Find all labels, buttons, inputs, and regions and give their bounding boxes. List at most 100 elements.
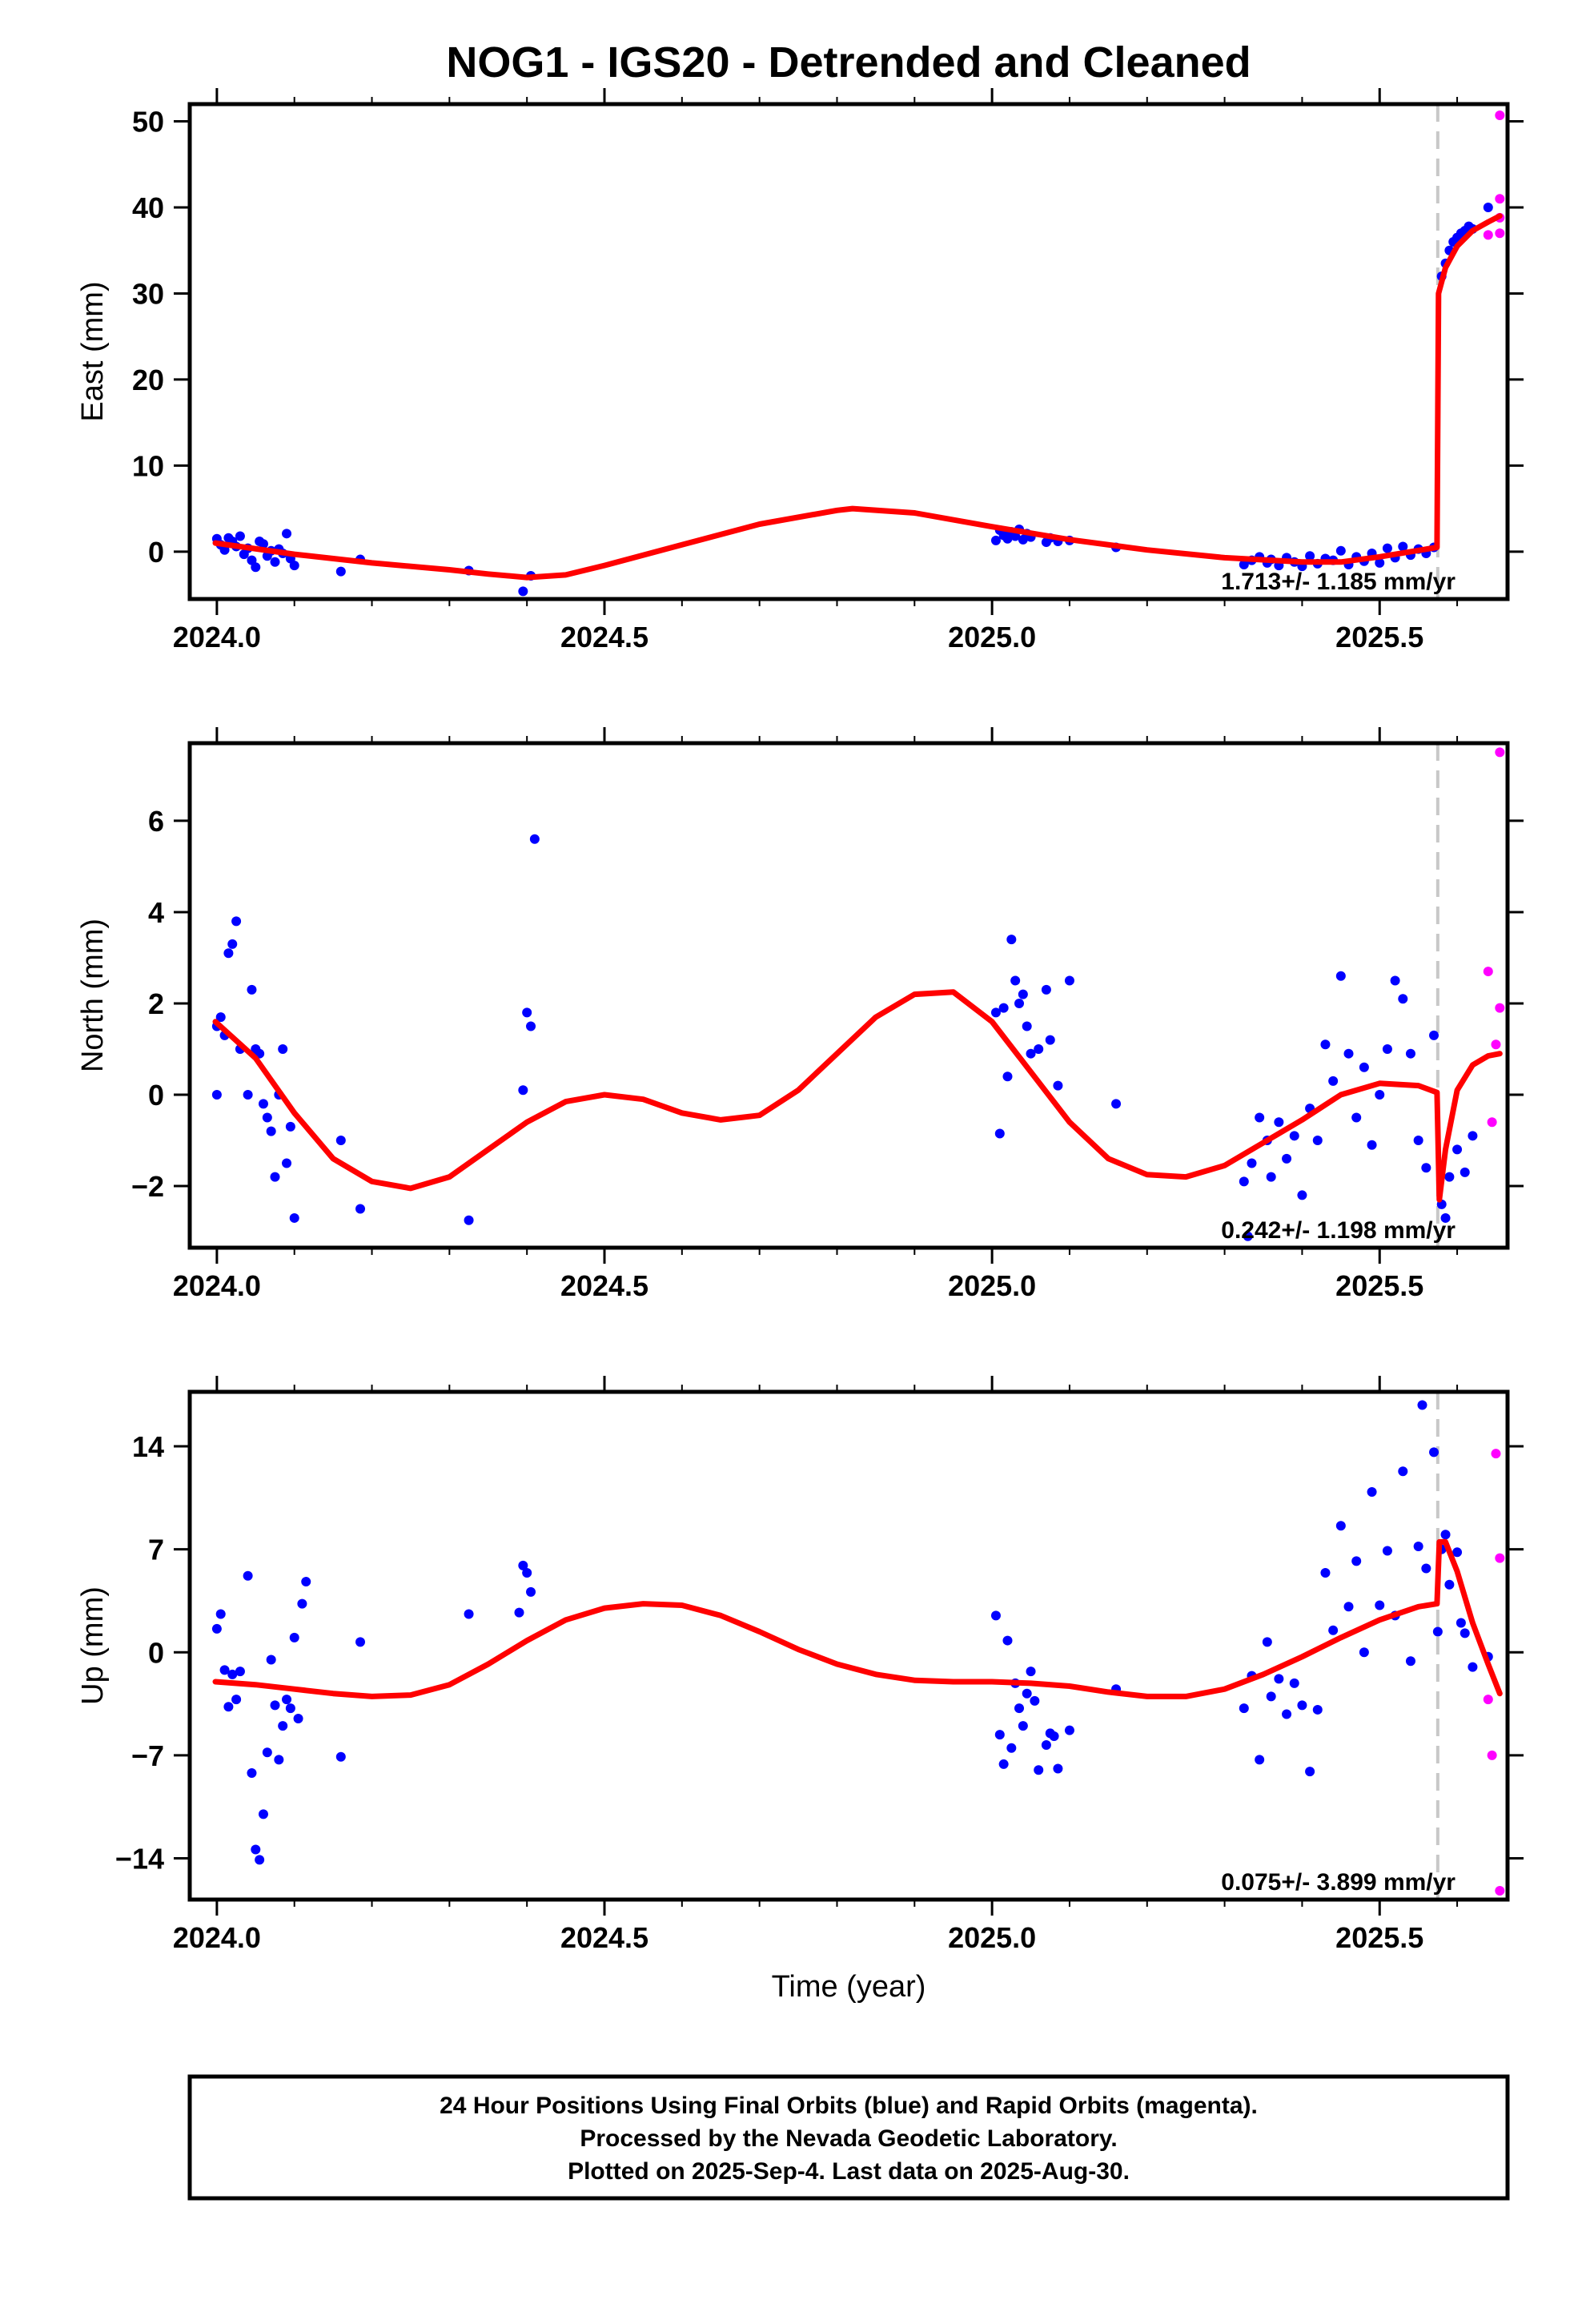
east-final-point bbox=[518, 586, 528, 597]
north-final-point bbox=[1018, 989, 1028, 999]
north-final-point bbox=[1343, 1048, 1354, 1059]
up-y-tick-label: 14 bbox=[132, 1430, 164, 1463]
north-x-tick-label: 2025.5 bbox=[1335, 1269, 1423, 1302]
east-y-axis-label: East (mm) bbox=[76, 281, 110, 421]
east-y-tick-label: 20 bbox=[132, 364, 164, 396]
up-final-point bbox=[1367, 1486, 1377, 1497]
north-final-point bbox=[258, 1099, 268, 1109]
north-final-point bbox=[231, 916, 242, 927]
north-final-point bbox=[1452, 1144, 1463, 1155]
east-y-tick-label: 30 bbox=[132, 277, 164, 310]
north-final-point bbox=[1010, 975, 1021, 986]
east-x-tick-label: 2024.5 bbox=[560, 621, 648, 653]
north-final-point bbox=[1351, 1112, 1362, 1123]
up-final-point bbox=[1382, 1546, 1392, 1556]
north-final-point bbox=[1382, 1043, 1392, 1054]
up-final-point bbox=[514, 1607, 524, 1618]
up-final-point bbox=[262, 1747, 272, 1758]
north-final-point bbox=[1266, 1172, 1276, 1182]
east-panel: 2024.0 2024.5 2025.0 2025.5 0 10 20 30 40 50 East … bbox=[76, 88, 1524, 653]
up-rapid-point bbox=[1483, 1695, 1493, 1705]
north-final-point bbox=[270, 1172, 280, 1182]
up-final-point bbox=[1343, 1602, 1354, 1612]
up-final-point bbox=[1335, 1521, 1346, 1531]
up-final-point bbox=[1320, 1568, 1331, 1578]
up-final-point bbox=[1262, 1637, 1272, 1647]
up-final-point bbox=[1405, 1656, 1415, 1667]
up-final-point bbox=[285, 1703, 295, 1714]
north-final-point bbox=[247, 984, 257, 995]
north-final-point bbox=[1255, 1112, 1265, 1123]
up-final-point bbox=[1053, 1763, 1063, 1774]
north-rapid-point bbox=[1495, 747, 1505, 758]
up-final-point bbox=[1266, 1691, 1276, 1702]
north-final-point bbox=[1359, 1062, 1369, 1072]
north-final-point bbox=[1034, 1043, 1044, 1054]
footer-line-3: Plotted on 2025-Sep-4. Last data on 2025… bbox=[568, 2158, 1130, 2185]
east-rapid-point bbox=[1495, 194, 1505, 204]
up-final-point bbox=[219, 1665, 230, 1675]
north-final-point bbox=[211, 1090, 222, 1100]
north-final-point bbox=[1243, 1231, 1253, 1241]
up-final-point bbox=[1006, 1743, 1017, 1753]
north-final-point bbox=[998, 1003, 1009, 1013]
north-final-point bbox=[1440, 1212, 1451, 1223]
up-final-point bbox=[1398, 1466, 1408, 1477]
up-plot-frame bbox=[187, 1389, 1510, 1902]
north-final-point bbox=[990, 1007, 1001, 1018]
up-y-axis-label: Up (mm) bbox=[76, 1586, 110, 1705]
north-y-axis-label: North (mm) bbox=[76, 919, 110, 1072]
up-final-point bbox=[1014, 1703, 1025, 1714]
north-final-point bbox=[1297, 1190, 1307, 1200]
north-final-point bbox=[464, 1215, 474, 1225]
north-panel: 2024.0 2024.5 2025.0 2025.5 −2 0 2 4 6 North (mm)… bbox=[76, 727, 1524, 1302]
up-final-point bbox=[335, 1751, 346, 1762]
up-rapid-point bbox=[1495, 1885, 1505, 1896]
north-final-point bbox=[243, 1090, 253, 1100]
up-final-point bbox=[1456, 1618, 1466, 1628]
up-panel: 2024.0 2024.5 2025.0 2025.5 −14 −7 0 7 14 Up (mm)… bbox=[76, 1376, 1524, 1954]
north-x-tick-label: 2024.5 bbox=[560, 1269, 648, 1302]
up-final-point bbox=[526, 1586, 536, 1597]
north-final-point bbox=[1045, 1035, 1055, 1045]
up-final-point bbox=[1026, 1667, 1036, 1677]
up-final-point bbox=[1255, 1755, 1265, 1765]
east-y-tick-label: 50 bbox=[132, 105, 164, 138]
north-final-point bbox=[1064, 975, 1074, 986]
north-final-point bbox=[1026, 1048, 1036, 1059]
north-final-point bbox=[1320, 1039, 1331, 1050]
east-y-tick-label: 40 bbox=[132, 191, 164, 224]
up-final-point bbox=[355, 1637, 366, 1647]
east-final-point bbox=[1483, 202, 1493, 212]
north-final-point bbox=[335, 1136, 346, 1146]
north-rapid-point bbox=[1491, 1039, 1501, 1050]
up-x-tick-label: 2025.0 bbox=[948, 1921, 1036, 1954]
north-final-point bbox=[1022, 1021, 1032, 1031]
north-final-point bbox=[215, 1012, 226, 1023]
east-rapid-point bbox=[1495, 228, 1505, 239]
north-final-point bbox=[1375, 1090, 1385, 1100]
north-final-point bbox=[526, 1021, 536, 1031]
up-final-point bbox=[266, 1655, 276, 1665]
north-final-point bbox=[522, 1007, 532, 1018]
up-final-point bbox=[235, 1667, 245, 1677]
north-final-point bbox=[227, 939, 238, 949]
up-final-point bbox=[301, 1577, 311, 1587]
up-final-point bbox=[223, 1702, 234, 1712]
north-final-point bbox=[1390, 975, 1400, 986]
up-final-point bbox=[1460, 1628, 1470, 1638]
east-x-tick-label: 2024.0 bbox=[173, 621, 261, 653]
up-rapid-point bbox=[1487, 1750, 1497, 1760]
up-rate-label: 0.075+/- 3.899 mm/yr bbox=[1221, 1869, 1456, 1896]
up-final-point bbox=[1274, 1674, 1284, 1684]
north-final-point bbox=[1289, 1131, 1299, 1141]
north-final-point bbox=[266, 1126, 276, 1136]
up-final-point bbox=[282, 1695, 292, 1705]
up-final-point bbox=[1282, 1709, 1292, 1719]
north-y-tick-label: 2 bbox=[148, 987, 164, 1020]
north-final-point bbox=[1247, 1158, 1257, 1168]
north-final-point bbox=[1429, 1030, 1439, 1040]
north-final-point bbox=[1413, 1136, 1423, 1146]
north-x-tick-label: 2024.0 bbox=[173, 1269, 261, 1302]
up-final-point bbox=[998, 1759, 1009, 1769]
